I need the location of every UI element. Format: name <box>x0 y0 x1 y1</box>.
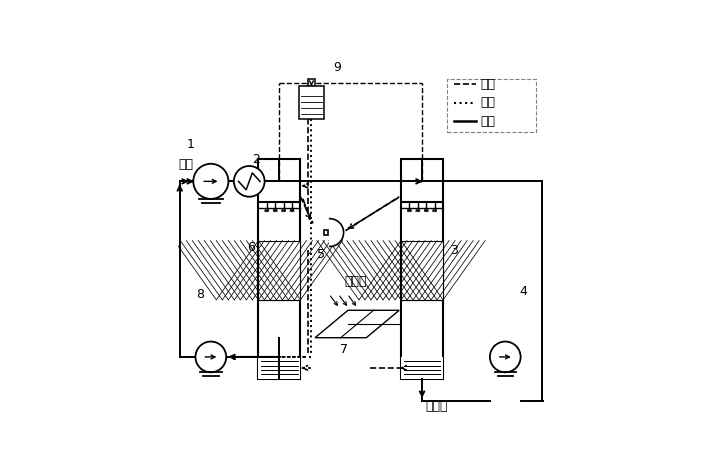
Polygon shape <box>329 218 344 247</box>
Bar <box>401 357 443 379</box>
Bar <box>401 160 443 379</box>
Text: 浓溶液: 浓溶液 <box>426 400 448 413</box>
Text: 太阳光: 太阳光 <box>344 276 367 288</box>
Bar <box>258 160 301 379</box>
Text: 4: 4 <box>520 285 527 297</box>
Bar <box>298 86 325 119</box>
Text: 3: 3 <box>450 244 458 257</box>
Polygon shape <box>315 310 399 338</box>
Circle shape <box>194 164 228 199</box>
Circle shape <box>196 342 226 372</box>
Text: 溶液: 溶液 <box>480 114 496 127</box>
Bar <box>258 357 301 379</box>
Text: 空气: 空气 <box>480 78 496 91</box>
Text: 8: 8 <box>196 288 204 301</box>
Text: 5: 5 <box>317 248 325 261</box>
Text: 6: 6 <box>247 241 255 254</box>
Text: 9: 9 <box>333 61 341 75</box>
Bar <box>258 241 301 300</box>
Bar <box>308 79 315 86</box>
Circle shape <box>234 166 265 197</box>
Bar <box>324 230 327 235</box>
Text: 1: 1 <box>187 138 195 151</box>
Text: 淡水: 淡水 <box>480 96 496 109</box>
Circle shape <box>490 342 521 372</box>
Text: 7: 7 <box>340 343 348 356</box>
Text: 2: 2 <box>253 153 260 166</box>
Text: 溶液: 溶液 <box>178 158 193 171</box>
Bar <box>401 241 443 300</box>
